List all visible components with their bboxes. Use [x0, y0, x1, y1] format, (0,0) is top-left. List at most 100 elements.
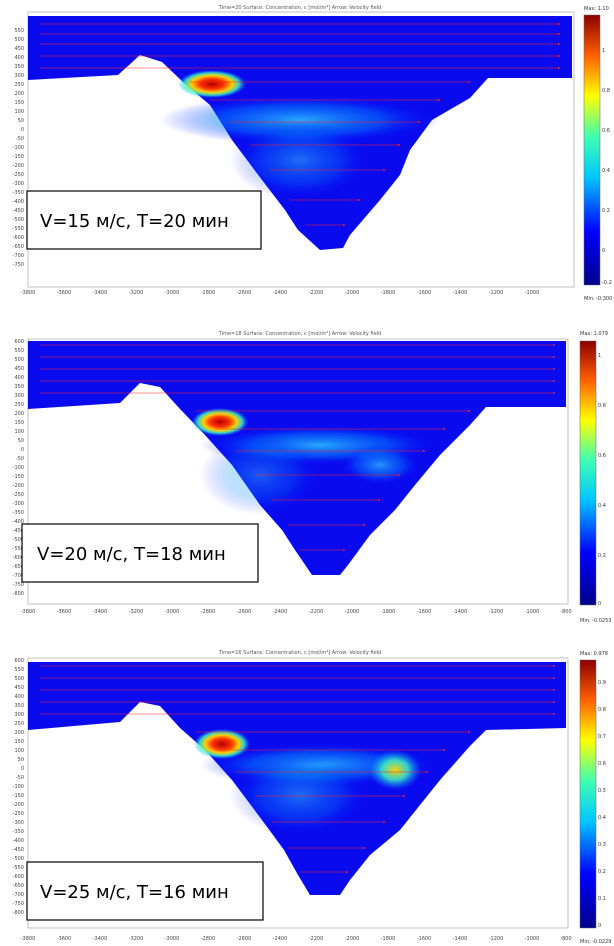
y-tick: 100	[14, 429, 24, 435]
y-tick: -50	[16, 775, 24, 781]
x-tick: -3600	[57, 290, 72, 296]
y-tick: -100	[13, 465, 24, 471]
x-tick: -2600	[237, 609, 252, 615]
x-tick: -1400	[453, 936, 468, 942]
y-tick: -300	[13, 181, 24, 187]
y-tick: -550	[13, 546, 24, 552]
x-tick: -3800	[21, 290, 36, 296]
x-tick: -2400	[273, 936, 288, 942]
y-tick: 0	[21, 127, 24, 133]
y-tick: 150	[14, 100, 24, 106]
chart-3: Time=16 Surface: Concentration, c [mol/m…	[0, 640, 614, 946]
x-tick: -1000	[525, 609, 540, 615]
y-tick: 300	[14, 393, 24, 399]
y-tick: -650	[13, 244, 24, 250]
y-tick: -800	[13, 591, 24, 597]
y-tick: 0	[21, 447, 24, 453]
x-ticks: -3800 -3600 -3400 -3200 -3000 -2800 -260…	[21, 609, 572, 615]
colorbar-tick: 0.6	[602, 128, 610, 134]
y-tick: 50	[18, 118, 24, 124]
y-tick: 500	[14, 676, 24, 682]
y-tick: -200	[13, 802, 24, 808]
y-tick: 350	[14, 64, 24, 70]
x-tick: -1200	[489, 936, 504, 942]
y-tick: -500	[13, 537, 24, 543]
panel-1: Time=20 Surface: Concentration, c [mol/m…	[0, 0, 614, 305]
x-tick: -3800	[21, 936, 36, 942]
colorbar-tick: 0.2	[598, 553, 606, 559]
y-tick: -600	[13, 555, 24, 561]
domain-shape	[28, 662, 566, 895]
y-tick: -400	[13, 838, 24, 844]
colorbar-min: Min: -0.300	[584, 296, 612, 302]
colorbar-min: Min: -0.0253	[580, 618, 611, 624]
x-tick: -3400	[93, 290, 108, 296]
y-tick: -200	[13, 163, 24, 169]
y-tick: -500	[13, 217, 24, 223]
y-tick: 100	[14, 748, 24, 754]
x-tick: -3800	[21, 609, 36, 615]
y-tick: 600	[14, 339, 24, 345]
y-ticks: 600 550 500 450 400 350 300 250 200 150 …	[13, 339, 24, 597]
x-tick: -1600	[417, 609, 432, 615]
colorbar-tick: 0	[602, 248, 605, 254]
y-tick: 550	[14, 348, 24, 354]
domain-shape	[28, 16, 572, 250]
y-tick: -750	[13, 901, 24, 907]
y-tick: -100	[13, 145, 24, 151]
y-tick: 200	[14, 411, 24, 417]
y-tick: 300	[14, 73, 24, 79]
y-tick: 350	[14, 384, 24, 390]
x-tick: -2000	[345, 609, 360, 615]
colorbar-tick: 0.8	[598, 403, 606, 409]
y-tick: -300	[13, 820, 24, 826]
x-tick: -3600	[57, 936, 72, 942]
colorbar-tick: 1	[598, 353, 601, 359]
y-tick: 600	[14, 658, 24, 664]
y-tick: -450	[13, 847, 24, 853]
y-tick: 350	[14, 703, 24, 709]
velocity-arrows	[40, 22, 561, 227]
colorbar-tick: 0.3	[598, 842, 606, 848]
y-tick: -450	[13, 208, 24, 214]
y-tick: 400	[14, 694, 24, 700]
y-ticks: 600 550 500 450 400 350 300 250 200 150 …	[13, 658, 24, 916]
y-tick: 250	[14, 402, 24, 408]
colorbar-tick: 1	[602, 48, 605, 54]
y-tick: 250	[14, 721, 24, 727]
x-tick: -3600	[57, 609, 72, 615]
colorbar-min: Min: -0.0229	[580, 939, 611, 945]
colorbar-tick: 0.1	[598, 896, 606, 902]
y-tick: 150	[14, 420, 24, 426]
x-tick: -1800	[381, 936, 396, 942]
y-tick: -250	[13, 492, 24, 498]
y-tick: -700	[13, 892, 24, 898]
y-tick: 50	[18, 438, 24, 444]
y-tick: 500	[14, 357, 24, 363]
x-tick: -1000	[525, 936, 540, 942]
x-tick: -1600	[417, 936, 432, 942]
y-tick: -450	[13, 528, 24, 534]
x-tick: -2200	[309, 290, 324, 296]
y-tick: -400	[13, 519, 24, 525]
chart-title: Time=20 Surface: Concentration, c [mol/m…	[218, 5, 381, 11]
chart-title: Time=18 Surface: Concentration, c [mol/m…	[218, 331, 381, 337]
y-tick: 450	[14, 46, 24, 52]
y-tick: -350	[13, 510, 24, 516]
condition-label-box	[26, 861, 264, 921]
y-tick: -700	[13, 253, 24, 259]
x-tick: -2800	[201, 609, 216, 615]
colorbar-tick: 0.4	[598, 503, 606, 509]
colorbar-tick: 0.2	[598, 869, 606, 875]
x-tick: -3200	[129, 290, 144, 296]
y-tick: -800	[13, 910, 24, 916]
velocity-arrows	[40, 343, 556, 552]
y-tick: 100	[14, 109, 24, 115]
x-tick: -1800	[381, 609, 396, 615]
chart-2: Time=18 Surface: Concentration, c [mol/m…	[0, 325, 614, 630]
panel-3: Time=16 Surface: Concentration, c [mol/m…	[0, 640, 614, 946]
y-tick: -600	[13, 874, 24, 880]
y-tick: -700	[13, 573, 24, 579]
x-tick: -800	[560, 936, 571, 942]
x-tick: -1800	[381, 290, 396, 296]
